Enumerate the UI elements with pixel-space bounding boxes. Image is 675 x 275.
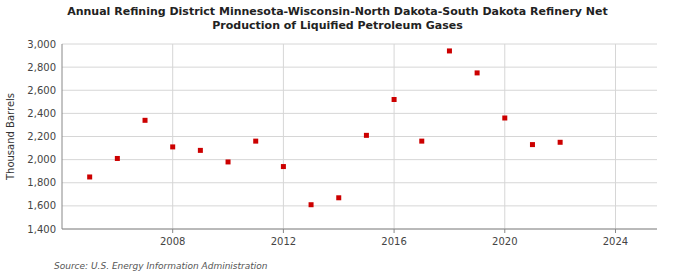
grid-line-y xyxy=(62,182,657,183)
point xyxy=(475,70,480,75)
grid-line-y xyxy=(62,113,657,114)
point xyxy=(336,195,341,200)
grid xyxy=(62,44,657,229)
grid-line-x xyxy=(283,44,284,229)
grid-line-x xyxy=(504,44,505,229)
x-tick-label: 2024 xyxy=(603,236,628,247)
y-tick-label: 3,000 xyxy=(27,39,56,50)
point xyxy=(309,202,314,207)
y-tick-label: 1,400 xyxy=(27,224,56,235)
points xyxy=(87,48,562,207)
y-axis-line xyxy=(62,44,63,229)
grid-line-y xyxy=(62,205,657,206)
x-axis-line xyxy=(62,229,657,230)
y-tick-label: 1,800 xyxy=(27,177,56,188)
chart-container: Annual Refining District Minnesota-Wisco… xyxy=(0,0,675,275)
point xyxy=(253,139,258,144)
x-tick-mark xyxy=(615,229,616,233)
point xyxy=(558,140,563,145)
x-tick-label: 2008 xyxy=(160,236,185,247)
x-tick-label: 2012 xyxy=(271,236,296,247)
x-tick-label: 2016 xyxy=(381,236,406,247)
y-tick-label: 1,600 xyxy=(27,200,56,211)
y-tick-label: 2,800 xyxy=(27,62,56,73)
point xyxy=(115,156,120,161)
point xyxy=(143,118,148,123)
x-tick-mark xyxy=(283,229,284,233)
grid-line-y xyxy=(62,90,657,91)
point xyxy=(364,133,369,138)
grid-line-x xyxy=(394,44,395,229)
x-tick-mark xyxy=(504,229,505,233)
y-tick-label: 2,600 xyxy=(27,85,56,96)
point xyxy=(226,159,231,164)
point xyxy=(447,48,452,53)
point xyxy=(87,174,92,179)
title: Annual Refining District Minnesota-Wisco… xyxy=(67,5,608,32)
grid-line-y xyxy=(62,159,657,160)
x-tick-mark xyxy=(394,229,395,233)
point xyxy=(530,142,535,147)
x-tick-mark xyxy=(172,229,173,233)
grid-line-x xyxy=(172,44,173,229)
source: Source: U.S. Energy Information Administ… xyxy=(54,261,268,271)
point xyxy=(502,116,507,121)
y-tick-label: 2,400 xyxy=(27,108,56,119)
y-tick-label: 2,200 xyxy=(27,131,56,142)
point xyxy=(281,164,286,169)
x-tick-label: 2020 xyxy=(492,236,517,247)
grid-line-y xyxy=(62,44,657,45)
grid-line-y xyxy=(62,67,657,68)
point xyxy=(198,148,203,153)
point xyxy=(392,97,397,102)
point xyxy=(419,139,424,144)
chart: Annual Refining District Minnesota-Wisco… xyxy=(0,0,675,275)
y-axis-label: Thousand Barrels xyxy=(5,93,16,181)
y-tick-label: 2,000 xyxy=(27,154,56,165)
point xyxy=(170,144,175,149)
grid-line-y xyxy=(62,229,657,230)
grid-line-x xyxy=(615,44,616,229)
grid-line-y xyxy=(62,136,657,137)
